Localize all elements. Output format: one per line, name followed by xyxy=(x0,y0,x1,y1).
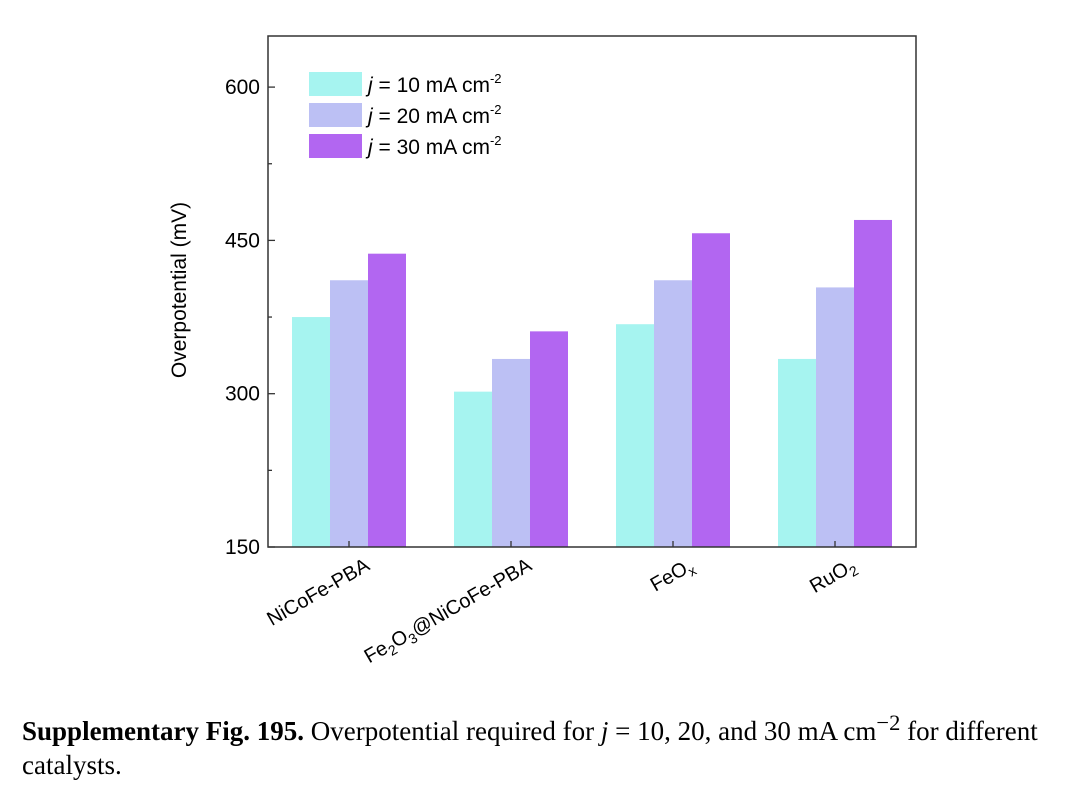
y-axis: 150 300 450 600 xyxy=(225,76,275,559)
y-tick-label: 300 xyxy=(225,383,260,406)
bar xyxy=(492,358,530,547)
legend-label: j = 20 mA cm-2 xyxy=(365,102,502,128)
bar xyxy=(816,287,854,547)
bar xyxy=(692,233,730,547)
x-tick-label: Fe2O3@NiCoFe-PBA xyxy=(361,554,538,671)
legend-swatch xyxy=(309,134,362,158)
x-tick-label: RuO2 xyxy=(806,554,861,600)
bar xyxy=(368,253,406,547)
legend-label: j = 30 mA cm-2 xyxy=(365,133,502,159)
caption-superscript: −2 xyxy=(876,710,901,735)
plot-frame xyxy=(267,35,917,548)
caption-label: Supplementary Fig. 195. xyxy=(22,716,305,746)
y-tick-label: 600 xyxy=(225,76,260,99)
y-axis-label: Overpotential (mV) xyxy=(168,202,191,378)
x-tick-label: FeOx xyxy=(647,554,699,599)
bars xyxy=(292,219,892,547)
legend-swatch xyxy=(309,72,362,96)
caption-text-before: Overpotential required for xyxy=(304,716,601,746)
bar xyxy=(616,324,654,547)
y-tick-label: 450 xyxy=(225,229,260,252)
legend-swatch xyxy=(309,103,362,127)
bar xyxy=(854,219,892,547)
figure-caption: Supplementary Fig. 195. Overpotential re… xyxy=(22,706,1062,782)
bar xyxy=(530,331,568,547)
bar xyxy=(778,358,816,547)
caption-variable: j xyxy=(600,716,609,746)
legend: j = 10 mA cm-2 j = 20 mA cm-2 j = 30 mA cm… xyxy=(309,71,502,159)
x-tick-label: NiCoFe-PBA xyxy=(263,554,374,631)
caption-text-mid: = 10, 20, and 30 mA cm xyxy=(608,716,877,746)
bar xyxy=(454,391,492,547)
bar xyxy=(330,280,368,547)
bar xyxy=(654,280,692,547)
legend-label: j = 10 mA cm-2 xyxy=(365,71,502,97)
y-tick-label: 150 xyxy=(225,536,260,559)
caption-text-after: for different catalysts. xyxy=(22,716,1038,780)
bar xyxy=(292,317,330,547)
